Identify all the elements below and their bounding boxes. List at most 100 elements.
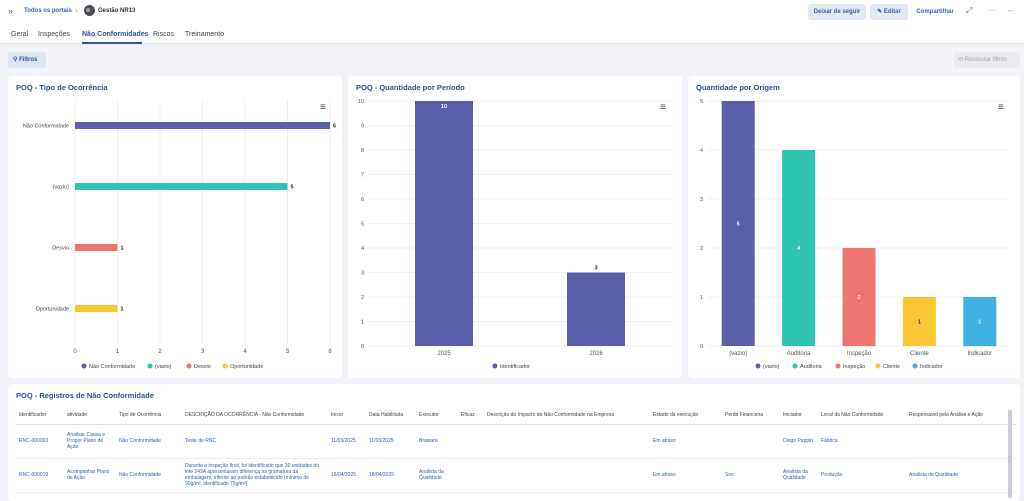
y-tick-label: 6: [361, 197, 364, 203]
bar: [75, 183, 288, 190]
column-header[interactable]: Executor: [416, 406, 458, 425]
breadcrumb-root[interactable]: Todos os portais: [24, 8, 72, 14]
table-cell[interactable]: RNC-000003: [16, 424, 64, 459]
site-logo-icon: [84, 5, 95, 16]
table-cell: [484, 424, 650, 459]
more-options-icon[interactable]: ···: [988, 6, 996, 15]
data-label: 6: [333, 124, 336, 130]
restore-filters-button[interactable]: ⟲ Restaurar filtros: [954, 52, 1020, 68]
chart-title: Quantidade por Origem: [696, 83, 780, 92]
edit-button-label: Editar: [883, 9, 901, 15]
column-header[interactable]: Data Habilitada: [366, 406, 416, 425]
fullscreen-icon[interactable]: ⤢: [966, 6, 973, 15]
x-tick-label: 2: [158, 349, 162, 355]
legend-label: Inspeção: [843, 364, 865, 370]
table-row[interactable]: RNC-000019 Acompanhar Plano de Ação Não Co…: [16, 458, 1016, 493]
chart-menu-icon[interactable]: ≡: [998, 102, 1004, 113]
table-cell: Analista da Qualidade: [780, 458, 818, 493]
edit-button[interactable]: ✎ Editar: [870, 4, 908, 20]
share-button[interactable]: Compartilhar: [916, 9, 954, 15]
table-cell: Analista da Qualidade: [416, 458, 458, 493]
chart-card-quantidade-origem: Quantidade por Origem ≡ 0 1 2 3 4 5 5 (vazio) 4 A…: [688, 76, 1020, 378]
bar: [75, 122, 330, 129]
chart-card-quantidade-periodo: POQ - Quantidade por Período ≡ 0 1 2 3 4 5 6 7 8…: [348, 76, 682, 378]
table-cell: Acompanhar Plano de Ação: [64, 458, 116, 493]
table-cell: 11/03/2025: [366, 424, 416, 459]
table-cell[interactable]: RNC-000019: [16, 458, 64, 493]
table-cell: Analisar Causa e Propor Plano de Ação: [64, 424, 116, 459]
legend-marker: [912, 363, 918, 369]
legend-marker: [222, 363, 228, 369]
y-tick-label: Oportunidade: [36, 307, 69, 313]
data-label: 5: [291, 185, 294, 191]
column-header[interactable]: DESCRIÇÃO DA OCORRÊNCIA - Não Conformida…: [182, 406, 328, 425]
bar: [842, 248, 876, 346]
tab-bar: Geral Inspeções Não Conformidades Riscos…: [0, 24, 1024, 44]
table-cell: [484, 458, 650, 493]
legend-marker: [755, 363, 761, 369]
chart-menu-icon[interactable]: ≡: [660, 102, 666, 113]
x-tick-label: Indicador: [967, 351, 992, 357]
table-cell: Produção: [818, 458, 906, 493]
y-tick-label: 0: [361, 344, 364, 350]
legend-marker: [81, 363, 87, 369]
tab-riscos[interactable]: Riscos: [153, 31, 175, 38]
column-header[interactable]: Iniciador: [780, 406, 818, 425]
column-header[interactable]: Início: [328, 406, 366, 425]
table-cell: Diogo Pappin: [780, 424, 818, 459]
bar: [902, 297, 936, 346]
x-tick-label: 2025: [437, 351, 451, 357]
legend-label: Não Conformidade: [89, 364, 135, 370]
filters-button[interactable]: ⚲ Filtros: [8, 52, 46, 68]
data-label: 3: [594, 266, 597, 272]
expand-sidebar-icon[interactable]: »: [8, 6, 14, 16]
bar: [415, 101, 473, 346]
tab-inspecoes[interactable]: Inspeções: [38, 31, 70, 38]
data-label: 4: [797, 246, 801, 252]
table-cell: [458, 424, 484, 459]
column-header[interactable]: Tipo de Ocorrência: [116, 406, 182, 425]
chart-title: POQ - Quantidade por Período: [356, 83, 465, 92]
legend-label: (vazio): [763, 364, 780, 370]
minimize-icon[interactable]: –: [1008, 6, 1013, 15]
column-header[interactable]: Perda Financeira: [722, 406, 780, 425]
table-cell: Brasiara: [416, 424, 458, 459]
column-header[interactable]: Responsavel pela Análise e Ação: [906, 406, 1016, 425]
column-header[interactable]: Eficaz: [458, 406, 484, 425]
x-tick-label: Cliente: [910, 351, 929, 357]
y-tick-label: 4: [700, 148, 703, 154]
y-tick-label: 5: [700, 99, 703, 105]
legend-label: Desvio: [194, 364, 211, 370]
x-tick-label: 5: [286, 349, 290, 355]
chevron-right-icon: ›: [75, 6, 78, 15]
legend-marker: [492, 363, 498, 369]
tab-nao-conformidades[interactable]: Não Conformidades: [82, 31, 149, 38]
unfollow-button[interactable]: Deixar de seguir: [808, 4, 866, 20]
table-cell: Analista da Qualidade: [906, 458, 1016, 493]
legend-label: Indicador: [920, 364, 943, 370]
x-tick-label: 6: [328, 349, 332, 355]
column-header[interactable]: atividade: [64, 406, 116, 425]
chart-title: POQ - Tipo de Ocorrência: [16, 83, 108, 92]
table-row[interactable]: RNC-000003 Analisar Causa e Propor Plano …: [16, 424, 1016, 459]
data-label: 5: [737, 222, 740, 228]
column-header[interactable]: Descrição do Impacto da Não Conformidade…: [484, 406, 650, 425]
tab-geral[interactable]: Geral: [11, 31, 29, 38]
table-scrollbar[interactable]: [1008, 410, 1012, 498]
column-header[interactable]: Local da Não Conformidade: [818, 406, 906, 425]
column-header[interactable]: Identificador: [16, 406, 64, 425]
chart-menu-icon[interactable]: ≡: [320, 102, 326, 113]
x-tick-label: 1: [116, 349, 120, 355]
tab-treinamento[interactable]: Treinamento: [185, 31, 225, 38]
chart-card-tipo-ocorrencia: POQ - Tipo de Ocorrência ≡ 0 1 2 3 4 5 6 Não Co…: [8, 76, 342, 378]
table-header-row: Identificador atividade Tipo de Ocorrência…: [16, 406, 1016, 425]
y-tick-label: 7: [361, 173, 364, 179]
x-tick-label: 2026: [589, 351, 603, 357]
x-tick-label: Auditoria: [787, 351, 811, 357]
table-cell: Sim: [722, 458, 780, 493]
breadcrumb-current[interactable]: Gestão NR13: [98, 8, 136, 14]
chart-tipo-ocorrencia: 0 1 2 3 4 5 6 Não Conformidade 6 (vazio) 5 Desvio 1 O…: [23, 100, 336, 370]
y-tick-label: 10: [358, 99, 364, 105]
x-tick-label: 4: [243, 349, 247, 355]
column-header[interactable]: Estado da execução: [650, 406, 722, 425]
